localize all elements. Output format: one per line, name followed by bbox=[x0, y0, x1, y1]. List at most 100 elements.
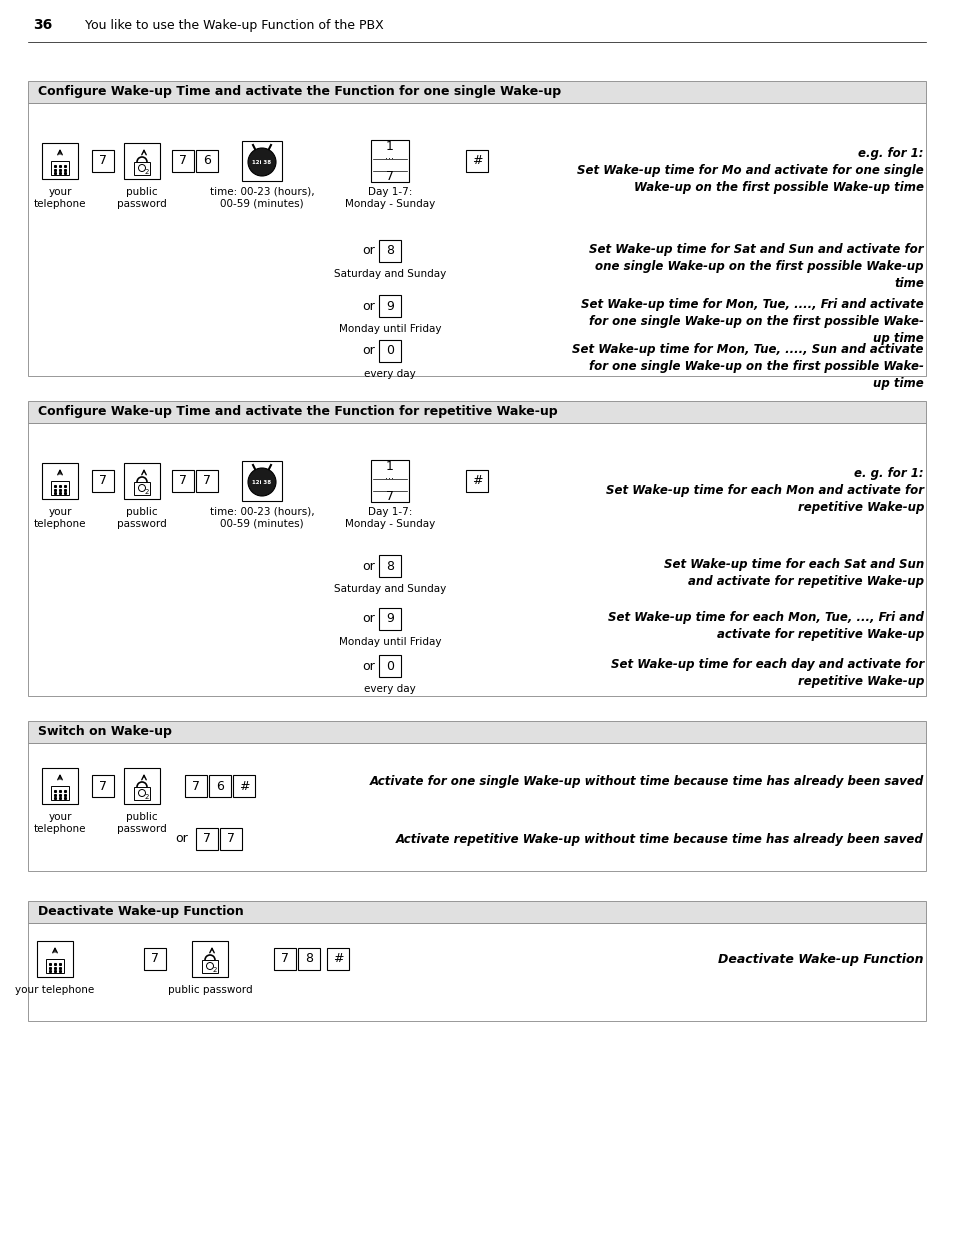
Bar bbox=[28, 721, 925, 743]
Text: Set Wake-up time for each day and activate for
repetitive Wake-up: Set Wake-up time for each day and activa… bbox=[610, 658, 923, 688]
Text: Set Wake-up time for Mon, Tue, ...., Sun and activate
for one single Wake-up on : Set Wake-up time for Mon, Tue, ...., Sun… bbox=[572, 343, 923, 390]
Text: 8: 8 bbox=[386, 559, 394, 573]
Bar bbox=[28, 923, 925, 1021]
Text: Set Wake-up time for each Sat and Sun
and activate for repetitive Wake-up: Set Wake-up time for each Sat and Sun an… bbox=[663, 558, 923, 588]
Bar bbox=[91, 150, 113, 171]
Text: 7: 7 bbox=[151, 952, 159, 966]
Text: 9: 9 bbox=[386, 613, 394, 626]
Bar bbox=[192, 941, 228, 977]
Text: 7: 7 bbox=[99, 474, 107, 488]
Text: Set Wake-up time for Mon, Tue, ...., Fri and activate
for one single Wake-up on : Set Wake-up time for Mon, Tue, ...., Fri… bbox=[580, 298, 923, 345]
Text: e.g. for 1:
Set Wake-up time for Mo and activate for one single
Wake-up on the f: e.g. for 1: Set Wake-up time for Mo and … bbox=[577, 148, 923, 194]
Text: Configure Wake-up Time and activate the Function for repetitive Wake-up: Configure Wake-up Time and activate the … bbox=[38, 405, 558, 419]
Text: every day: every day bbox=[364, 369, 416, 379]
Bar bbox=[91, 776, 113, 797]
Bar bbox=[378, 555, 400, 577]
Bar bbox=[172, 470, 193, 492]
Text: ...: ... bbox=[385, 470, 395, 480]
Text: Saturday and Sunday: Saturday and Sunday bbox=[334, 269, 446, 279]
Bar bbox=[28, 81, 925, 103]
Bar bbox=[172, 150, 193, 171]
Text: 7: 7 bbox=[227, 832, 234, 846]
Bar bbox=[37, 941, 73, 977]
Text: 7: 7 bbox=[179, 474, 187, 488]
Ellipse shape bbox=[248, 148, 275, 176]
Bar bbox=[220, 828, 242, 849]
Text: 8: 8 bbox=[386, 244, 394, 258]
Bar bbox=[465, 470, 488, 492]
Text: 7: 7 bbox=[99, 779, 107, 792]
Text: 7: 7 bbox=[99, 155, 107, 168]
Bar bbox=[133, 161, 150, 175]
Bar bbox=[124, 463, 160, 499]
Text: public
password: public password bbox=[117, 186, 167, 209]
Text: 6: 6 bbox=[215, 779, 224, 792]
Bar bbox=[28, 901, 925, 923]
Bar bbox=[42, 143, 78, 179]
Bar bbox=[195, 150, 218, 171]
Bar bbox=[327, 948, 349, 970]
Bar bbox=[185, 776, 207, 797]
Text: 7: 7 bbox=[386, 170, 394, 184]
Bar bbox=[209, 776, 231, 797]
Text: 7: 7 bbox=[203, 474, 211, 488]
Text: e. g. for 1:
Set Wake-up time for each Mon and activate for
repetitive Wake-up: e. g. for 1: Set Wake-up time for each M… bbox=[605, 467, 923, 514]
Text: or: or bbox=[361, 613, 375, 626]
Text: 2: 2 bbox=[145, 169, 149, 175]
Text: 0: 0 bbox=[386, 344, 394, 358]
Bar bbox=[124, 143, 160, 179]
Text: 12i 38: 12i 38 bbox=[253, 479, 272, 484]
Text: 2: 2 bbox=[145, 489, 149, 495]
Text: 6: 6 bbox=[203, 155, 211, 168]
Text: 9: 9 bbox=[386, 299, 394, 313]
Bar bbox=[91, 470, 113, 492]
Bar bbox=[378, 295, 400, 317]
Bar bbox=[378, 340, 400, 362]
Text: your
telephone: your telephone bbox=[33, 507, 86, 529]
Text: every day: every day bbox=[364, 684, 416, 694]
Text: 7: 7 bbox=[192, 779, 200, 792]
Bar bbox=[202, 960, 218, 973]
Text: public password: public password bbox=[168, 985, 252, 995]
Text: public
password: public password bbox=[117, 507, 167, 529]
Text: Switch on Wake-up: Switch on Wake-up bbox=[38, 726, 172, 738]
Bar bbox=[195, 470, 218, 492]
Bar bbox=[242, 462, 282, 500]
Text: 2: 2 bbox=[213, 967, 217, 973]
Text: 7: 7 bbox=[203, 832, 211, 846]
Bar bbox=[297, 948, 319, 970]
Text: 1: 1 bbox=[386, 459, 394, 473]
Text: 12i 38: 12i 38 bbox=[253, 159, 272, 164]
Text: Set Wake-up time for each Mon, Tue, ..., Fri and
activate for repetitive Wake-up: Set Wake-up time for each Mon, Tue, ...,… bbox=[607, 610, 923, 641]
Text: Set Wake-up time for Sat and Sun and activate for
one single Wake-up on the firs: Set Wake-up time for Sat and Sun and act… bbox=[589, 243, 923, 290]
Text: #: # bbox=[238, 779, 249, 792]
Text: #: # bbox=[471, 155, 482, 168]
Text: or: or bbox=[361, 244, 375, 258]
Bar bbox=[233, 776, 254, 797]
Bar bbox=[465, 150, 488, 171]
Text: Saturday and Sunday: Saturday and Sunday bbox=[334, 584, 446, 594]
Text: time: 00-23 (hours),
00-59 (minutes): time: 00-23 (hours), 00-59 (minutes) bbox=[210, 507, 314, 529]
Text: 2: 2 bbox=[145, 794, 149, 799]
Text: Configure Wake-up Time and activate the Function for one single Wake-up: Configure Wake-up Time and activate the … bbox=[38, 85, 560, 99]
Text: or: or bbox=[361, 344, 375, 358]
Bar bbox=[124, 768, 160, 804]
Bar bbox=[378, 240, 400, 261]
Text: Monday until Friday: Monday until Friday bbox=[338, 637, 441, 647]
Bar bbox=[274, 948, 295, 970]
Text: You like to use the Wake-up Function of the PBX: You like to use the Wake-up Function of … bbox=[85, 19, 383, 31]
Text: Deactivate Wake-up Function: Deactivate Wake-up Function bbox=[38, 906, 244, 918]
Text: 8: 8 bbox=[305, 952, 313, 966]
Bar bbox=[144, 948, 166, 970]
Bar bbox=[195, 828, 218, 849]
Bar bbox=[371, 460, 409, 502]
Text: your
telephone: your telephone bbox=[33, 186, 86, 209]
Text: Deactivate Wake-up Function: Deactivate Wake-up Function bbox=[718, 952, 923, 966]
Text: 7: 7 bbox=[179, 155, 187, 168]
Bar bbox=[28, 103, 925, 377]
Text: Activate repetitive Wake-up without time because time has already been saved: Activate repetitive Wake-up without time… bbox=[395, 832, 923, 846]
Bar bbox=[28, 402, 925, 423]
Text: Monday until Friday: Monday until Friday bbox=[338, 324, 441, 334]
Text: or: or bbox=[361, 659, 375, 673]
Text: 0: 0 bbox=[386, 659, 394, 673]
